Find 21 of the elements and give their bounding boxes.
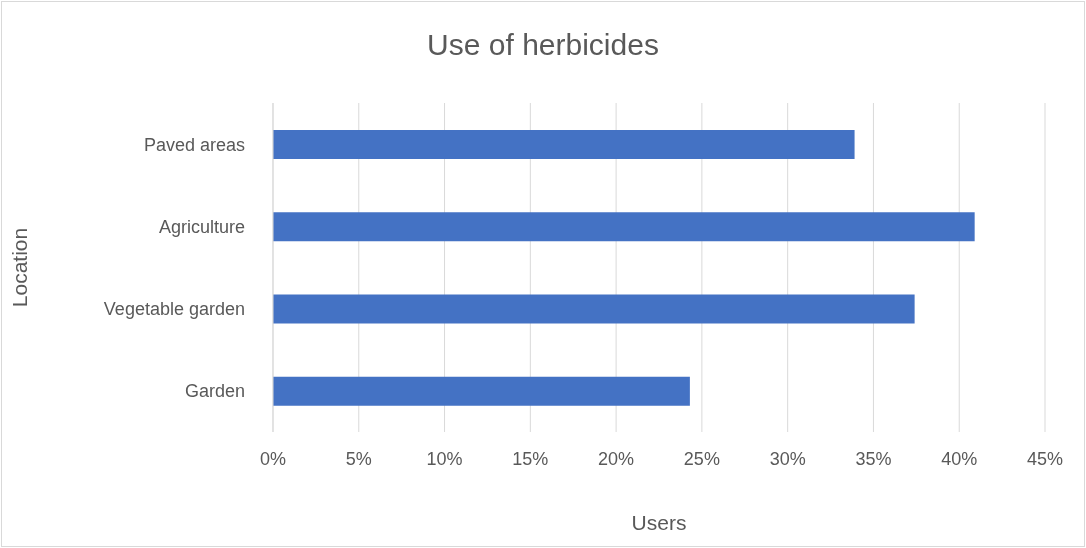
x-tick-label: 20% bbox=[598, 448, 635, 469]
x-tick-label: 15% bbox=[512, 448, 549, 469]
y-axis-title: Location bbox=[8, 227, 32, 308]
y-tick-label: Agriculture bbox=[158, 216, 245, 237]
x-tick-label: 25% bbox=[683, 448, 720, 469]
bar bbox=[273, 130, 855, 159]
x-tick-label: 45% bbox=[1026, 448, 1064, 469]
x-tick-label: 30% bbox=[769, 448, 806, 469]
bar bbox=[273, 212, 975, 242]
chart-title: Use of herbicides bbox=[426, 28, 660, 62]
x-tick-label: 10% bbox=[426, 448, 463, 469]
x-axis-title: Users bbox=[631, 511, 687, 534]
bar bbox=[273, 294, 915, 324]
y-tick-label: Garden bbox=[184, 381, 245, 402]
y-tick-label: Paved areas bbox=[143, 134, 245, 155]
x-tick-label: 5% bbox=[345, 448, 372, 469]
bar bbox=[273, 376, 690, 406]
y-tick-label: Vegetable garden bbox=[103, 299, 245, 320]
x-tick-label: 0% bbox=[259, 448, 287, 469]
x-tick-label: 35% bbox=[855, 448, 892, 469]
x-tick-label: 40% bbox=[941, 448, 978, 469]
